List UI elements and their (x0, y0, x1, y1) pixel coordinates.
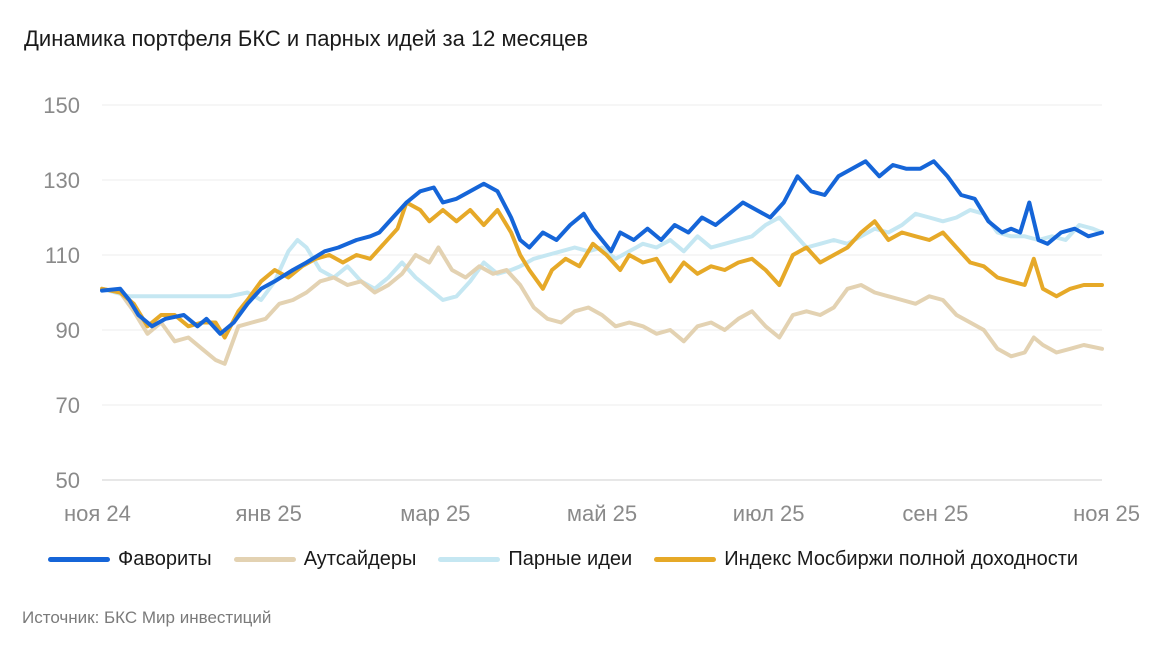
y-tick-label: 110 (45, 243, 80, 268)
legend-swatch (48, 557, 110, 562)
y-tick-label: 150 (43, 93, 80, 118)
legend-label: Парные идеи (508, 548, 633, 570)
x-axis-ticks: ноя 24 янв 25 мар 25 май 25 июл 25 сен 25 ноя … (64, 501, 1140, 526)
line-chart: 150 130 110 90 70 50 ноя 24 янв 25 мар 25 май 25… (43, 93, 1140, 526)
y-tick-label: 70 (56, 393, 80, 418)
x-tick-label: сен 25 (902, 501, 968, 526)
x-tick-label: мар 25 (400, 501, 470, 526)
legend-swatch (654, 557, 717, 562)
y-tick-label: 90 (56, 318, 80, 343)
series-lines (100, 159, 1104, 366)
legend-label: Фавориты (118, 548, 212, 570)
source-note: Источник: БКС Мир инвестиций (22, 608, 272, 627)
x-tick-label: янв 25 (235, 501, 301, 526)
y-tick-label: 50 (56, 468, 80, 493)
legend-item: Аутсайдеры (233, 548, 417, 571)
grid-lines (102, 104, 1102, 481)
series-line-3 (100, 200, 1104, 340)
legend-item: Фавориты (48, 548, 212, 571)
legend-swatch (438, 557, 501, 562)
x-tick-label: ноя 25 (1073, 501, 1140, 526)
series-line-1 (100, 245, 1104, 366)
y-axis-ticks: 150 130 110 90 70 50 (43, 93, 80, 493)
legend-label: Индекс Мосбиржи полной доходности (724, 548, 1079, 570)
series-line-2 (100, 208, 1104, 302)
y-tick-label: 130 (43, 168, 80, 193)
legend-swatch (233, 557, 296, 562)
chart-title: Динамика портфеля БКС и парных идей за 1… (24, 26, 589, 51)
legend-item: Парные идеи (438, 548, 632, 571)
legend-label: Аутсайдеры (303, 548, 417, 570)
x-tick-label: июл 25 (733, 501, 805, 526)
legend: Фавориты Аутсайдеры Парные идеи Индекс Мосб… (48, 548, 1100, 571)
legend-item: Индекс Мосбиржи полной доходности (654, 548, 1078, 571)
x-tick-label: май 25 (567, 501, 637, 526)
x-tick-label: ноя 24 (64, 501, 131, 526)
series-line-0 (100, 159, 1104, 336)
